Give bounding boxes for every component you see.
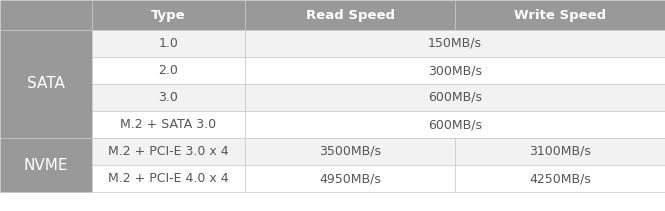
Text: 3.0: 3.0 <box>158 91 178 104</box>
Text: SATA: SATA <box>27 77 65 92</box>
Bar <box>245 138 455 165</box>
Text: Type: Type <box>151 8 186 22</box>
Bar <box>92 57 245 84</box>
Bar <box>92 30 245 57</box>
Bar <box>92 84 245 111</box>
Text: 150MB/s: 150MB/s <box>428 37 482 50</box>
Bar <box>92 111 245 138</box>
Bar <box>455 138 665 165</box>
Bar <box>245 30 665 57</box>
Text: 600MB/s: 600MB/s <box>428 91 482 104</box>
Bar <box>92 138 245 165</box>
Text: M.2 + PCI-E 4.0 x 4: M.2 + PCI-E 4.0 x 4 <box>108 172 229 185</box>
Bar <box>245 165 455 192</box>
Text: M.2 + PCI-E 3.0 x 4: M.2 + PCI-E 3.0 x 4 <box>108 145 229 158</box>
Bar <box>455 165 665 192</box>
Bar <box>245 84 665 111</box>
Text: 4250MB/s: 4250MB/s <box>529 172 591 185</box>
Text: M.2 + SATA 3.0: M.2 + SATA 3.0 <box>120 118 217 131</box>
Bar <box>455 0 665 30</box>
Text: 3100MB/s: 3100MB/s <box>529 145 591 158</box>
Text: 4950MB/s: 4950MB/s <box>319 172 381 185</box>
Text: 1.0: 1.0 <box>158 37 178 50</box>
Bar <box>245 111 665 138</box>
Bar <box>0 138 92 192</box>
Text: 300MB/s: 300MB/s <box>428 64 482 77</box>
Bar <box>0 0 92 30</box>
Text: 600MB/s: 600MB/s <box>428 118 482 131</box>
Text: 3500MB/s: 3500MB/s <box>319 145 381 158</box>
Bar <box>245 57 665 84</box>
Bar <box>92 165 245 192</box>
Text: Write Speed: Write Speed <box>514 8 606 22</box>
Text: Read Speed: Read Speed <box>305 8 394 22</box>
Bar <box>92 0 245 30</box>
Text: NVME: NVME <box>24 157 68 173</box>
Bar <box>245 0 455 30</box>
Bar <box>0 30 92 138</box>
Text: 2.0: 2.0 <box>158 64 178 77</box>
